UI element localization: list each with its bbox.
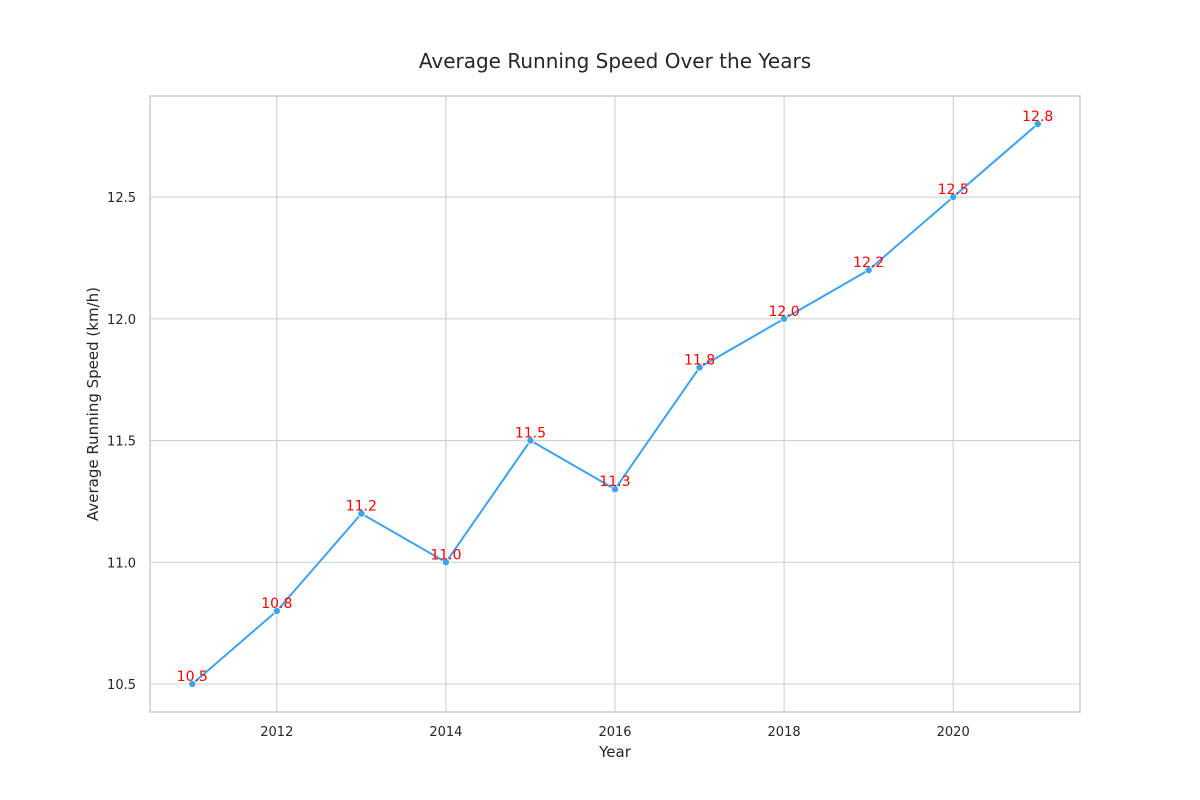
plot-frame <box>149 95 1081 713</box>
data-point <box>780 314 789 323</box>
data-point <box>526 436 535 445</box>
y-tick-label: 12.5 <box>107 191 136 206</box>
data-label: 12.8 <box>1022 109 1053 125</box>
data-point <box>864 266 873 275</box>
data-label: 10.8 <box>261 596 292 612</box>
x-tick-label: 2018 <box>768 725 801 740</box>
data-label: 12.2 <box>853 255 884 271</box>
x-axis-label: Year <box>598 743 632 761</box>
data-point <box>695 363 704 372</box>
y-tick-label: 12.0 <box>107 313 136 328</box>
data-point <box>441 558 450 567</box>
data-label: 11.8 <box>684 352 715 368</box>
data-label: 12.0 <box>769 304 800 320</box>
data-label: 12.5 <box>938 182 969 198</box>
data-label: 11.0 <box>430 547 461 563</box>
data-label-layer: 10.5 10.8 11.2 11.0 11.5 11.3 11.8 12.0 12.2 12.5… <box>177 109 1054 685</box>
x-tick-label: 2014 <box>429 725 462 740</box>
data-point <box>188 680 197 689</box>
y-axis-ticks: 10.5 11.0 11.5 12.0 12.5 <box>107 191 136 693</box>
data-point <box>272 606 281 615</box>
grid <box>150 96 1080 712</box>
data-label: 10.5 <box>177 669 208 685</box>
y-axis-label: Average Running Speed (km/h) <box>84 287 102 521</box>
data-point <box>611 485 620 494</box>
data-point <box>357 509 366 518</box>
data-label: 11.5 <box>515 426 546 442</box>
data-label: 11.2 <box>346 499 377 515</box>
marker-layer <box>188 120 1042 689</box>
chart-title: Average Running Speed Over the Years <box>419 49 811 73</box>
y-tick-label: 11.5 <box>107 435 136 450</box>
x-axis-ticks: 2012 2014 2016 2018 2020 <box>260 725 969 740</box>
x-tick-label: 2016 <box>598 725 631 740</box>
y-tick-label: 10.5 <box>107 678 136 693</box>
x-tick-label: 2020 <box>937 725 970 740</box>
data-point <box>949 193 958 202</box>
data-label: 11.3 <box>599 474 630 490</box>
data-point <box>1033 120 1042 129</box>
y-tick-label: 11.0 <box>107 556 136 571</box>
x-tick-label: 2012 <box>260 725 293 740</box>
